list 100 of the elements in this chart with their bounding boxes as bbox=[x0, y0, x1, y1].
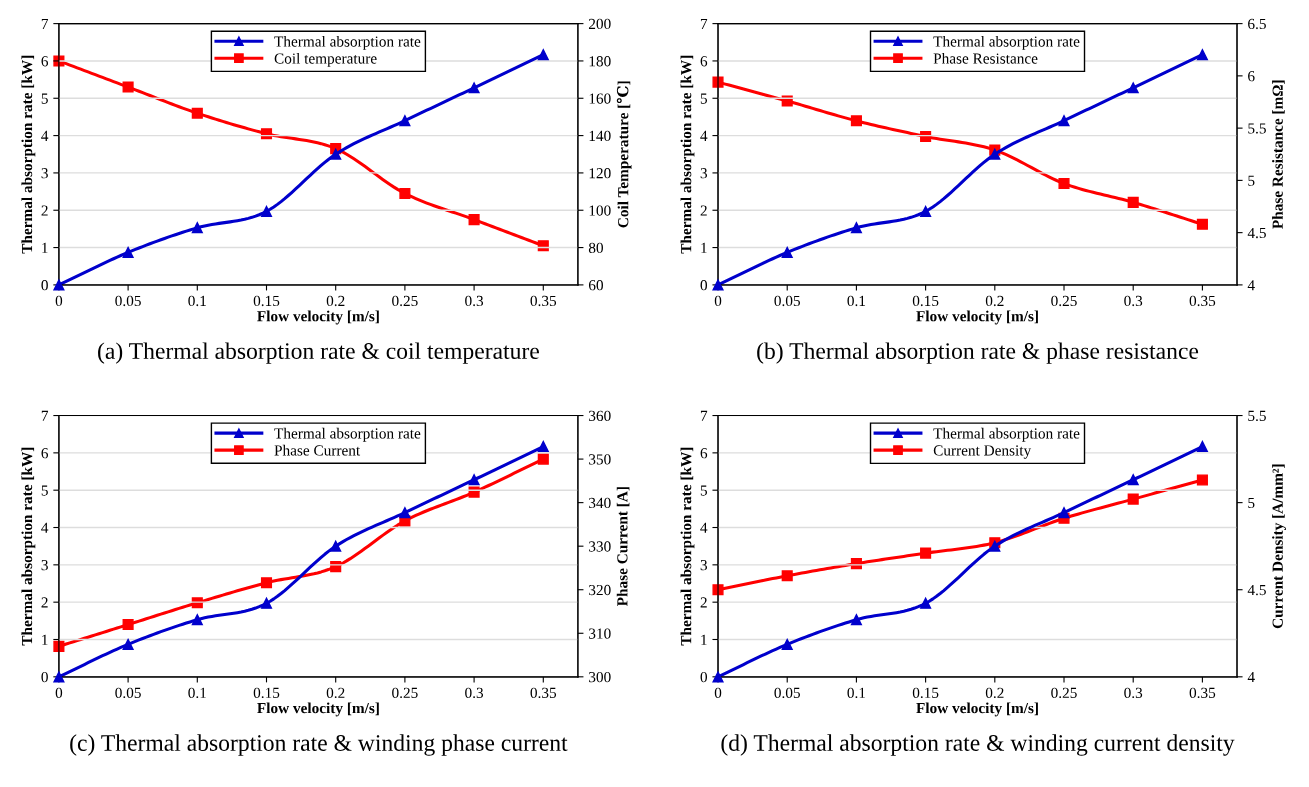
y-tick-label: 5 bbox=[41, 93, 48, 104]
y2-axis-title: Phase Resistance [mΩ] bbox=[1272, 80, 1285, 229]
y-tick-label: 7 bbox=[41, 410, 49, 421]
point bbox=[781, 95, 793, 107]
y-tick-label: 6 bbox=[700, 448, 708, 459]
y-tick-label: 2 bbox=[41, 205, 48, 216]
y-tick-label: 1 bbox=[42, 634, 48, 645]
y-tick-label: 5 bbox=[41, 485, 48, 496]
x-tick-label: 0.3 bbox=[1124, 687, 1143, 699]
y2-axis-title: Phase Current [A] bbox=[616, 487, 630, 607]
y-tick-label: 3 bbox=[41, 168, 48, 179]
point bbox=[712, 671, 724, 683]
y2-tick-label: 4.5 bbox=[1247, 227, 1266, 239]
x-tick-label: 0.35 bbox=[1189, 295, 1216, 307]
point bbox=[850, 614, 862, 626]
y2-tick-label: 4.5 bbox=[1247, 584, 1266, 596]
x-tick-label: 0.2 bbox=[985, 295, 1004, 307]
point bbox=[781, 246, 793, 258]
text: (d) Thermal absorption rate & winding current density bbox=[721, 734, 1235, 756]
x-tick-label: 0.3 bbox=[1124, 295, 1143, 307]
point bbox=[191, 222, 203, 234]
x-tick-label: 0.2 bbox=[985, 687, 1004, 699]
y-axis-title: Thermal absorption rate [kW] bbox=[680, 55, 695, 254]
legend-label: Phase Current bbox=[274, 444, 361, 456]
x-tick-label: 0 bbox=[55, 295, 63, 307]
point bbox=[920, 547, 932, 559]
point bbox=[399, 507, 411, 519]
point bbox=[989, 148, 1001, 160]
y2-tick-label: 300 bbox=[589, 671, 611, 683]
point bbox=[712, 584, 724, 596]
point bbox=[781, 638, 793, 650]
x-tick-label: 0 bbox=[714, 687, 722, 698]
y-tick-label: 2 bbox=[41, 597, 48, 608]
point bbox=[850, 222, 862, 234]
point bbox=[1196, 440, 1208, 453]
y2-tick-label: 320 bbox=[589, 584, 611, 596]
y2-tick-label: 360 bbox=[589, 410, 611, 421]
x-tick-label: 0.25 bbox=[1051, 687, 1077, 699]
point bbox=[122, 81, 134, 93]
y-tick-label: 7 bbox=[41, 18, 49, 29]
y-tick-label: 2 bbox=[700, 597, 707, 608]
point bbox=[122, 246, 134, 258]
y-tick-label: 1 bbox=[42, 242, 48, 253]
point bbox=[1196, 474, 1208, 486]
point bbox=[122, 619, 134, 631]
y-tick-label: 0 bbox=[41, 671, 48, 683]
y-tick-label: 1 bbox=[701, 242, 707, 253]
x-tick-label: 0.3 bbox=[465, 295, 484, 307]
point bbox=[1127, 474, 1139, 486]
text: (b) Thermal absorption rate & phase resistance bbox=[757, 342, 1199, 364]
point bbox=[468, 214, 480, 226]
point bbox=[920, 597, 932, 609]
point bbox=[260, 597, 273, 609]
x-tick-label: 0.25 bbox=[392, 295, 418, 307]
y-tick-label: 3 bbox=[41, 560, 48, 571]
point bbox=[260, 128, 273, 140]
x-tick-label: 0.05 bbox=[115, 295, 141, 307]
point bbox=[1127, 82, 1139, 94]
x-tick-label: 0.05 bbox=[774, 687, 800, 699]
y2-tick-label: 60 bbox=[588, 280, 603, 291]
y2-tick-label: 6 bbox=[1248, 71, 1255, 82]
x-tick-label: 0.1 bbox=[188, 687, 206, 699]
y-tick-label: 4 bbox=[41, 130, 49, 141]
point bbox=[399, 187, 411, 200]
x-tick-label: 0.25 bbox=[392, 687, 418, 699]
legend-label: Thermal absorption rate bbox=[274, 427, 421, 442]
y2-tick-label: 5.5 bbox=[1248, 410, 1266, 422]
y-tick-label: 1 bbox=[701, 634, 707, 645]
y2-axis-title: Coil Temperature [℃] bbox=[616, 81, 632, 228]
y-tick-label: 2 bbox=[700, 205, 707, 216]
point bbox=[260, 205, 273, 217]
point bbox=[1127, 493, 1139, 505]
y-axis-title: Thermal absorption rate [kW] bbox=[21, 447, 36, 646]
point bbox=[122, 638, 134, 650]
y-tick-label: 0 bbox=[41, 280, 48, 291]
y2-tick-label: 200 bbox=[588, 18, 611, 30]
y2-axis-title: Current Density [A/mm²] bbox=[1272, 464, 1286, 629]
x-tick-label: 0.25 bbox=[1051, 295, 1077, 307]
y-tick-label: 0 bbox=[700, 671, 708, 683]
text: (c) Thermal absorption rate & winding phase current bbox=[70, 734, 568, 756]
point bbox=[1196, 49, 1208, 61]
y-tick-label: 4 bbox=[41, 522, 49, 533]
x-tick-label: 0.3 bbox=[465, 687, 484, 699]
x-tick-label: 0.15 bbox=[912, 295, 939, 307]
y2-tick-label: 5 bbox=[1248, 497, 1255, 509]
x-tick-label: 0.1 bbox=[847, 295, 866, 307]
point bbox=[537, 440, 549, 453]
x-tick-label: 0.05 bbox=[774, 295, 800, 307]
x-axis-title: Flow velocity [m/s] bbox=[916, 310, 1038, 325]
point bbox=[850, 115, 862, 127]
point bbox=[330, 540, 342, 552]
x-tick-label: 0.35 bbox=[530, 687, 557, 699]
point bbox=[920, 205, 932, 217]
x-tick-label: 0.15 bbox=[253, 687, 280, 699]
y-tick-label: 7 bbox=[700, 410, 708, 421]
point bbox=[399, 115, 411, 127]
point bbox=[712, 76, 724, 88]
y-tick-label: 6 bbox=[41, 448, 49, 459]
x-tick-label: 0.1 bbox=[188, 295, 206, 307]
point bbox=[920, 130, 932, 143]
